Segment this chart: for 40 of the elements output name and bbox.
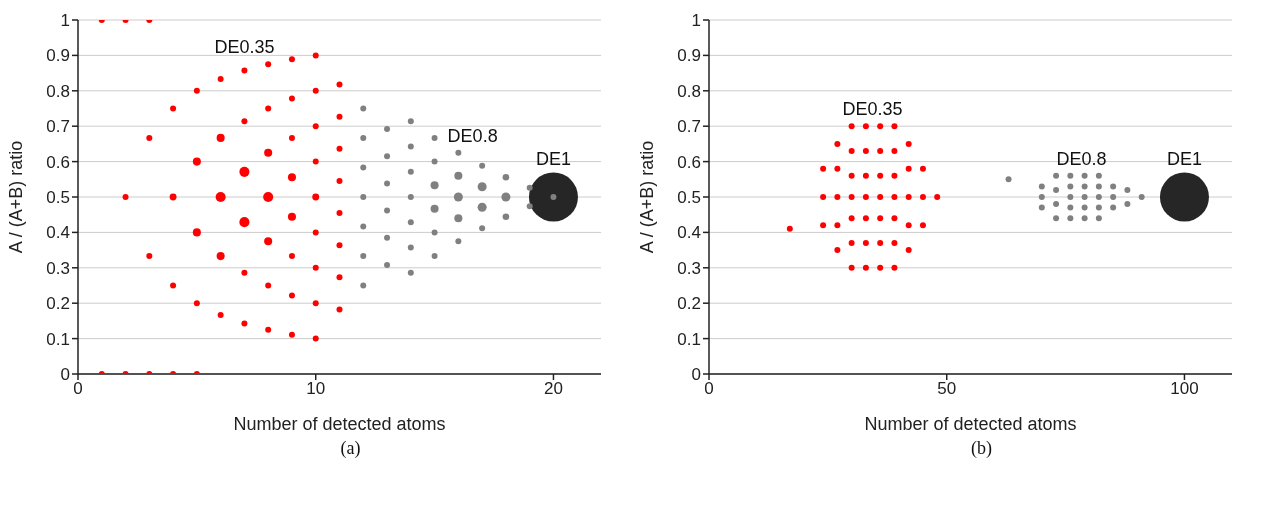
text: (a) [339,438,362,459]
text: (b) [970,438,993,459]
series-label: DE0.8 [1056,148,1107,170]
series-label: DE0.8 [447,125,498,147]
y-tick-label: 0.6 [46,152,70,172]
x-tick-label: 50 [937,379,957,399]
y-tick-label: 0.5 [46,188,70,208]
y-tick-label: 0.3 [677,258,701,278]
y-tick-label: 0 [691,365,701,385]
series-label: DE0.35 [214,37,275,59]
y-tick-label: 0 [60,365,70,385]
x-tick-label: 20 [543,379,563,399]
x-tick-label: 0 [73,379,83,399]
y-tick-label: 0.4 [677,223,701,243]
y-axis-title: A / (A+B) ratio [637,140,658,254]
y-tick-label: 0.9 [46,46,70,66]
y-tick-label: 0.6 [677,152,701,172]
y-tick-label: 0.3 [46,258,70,278]
y-tick-label: 0.7 [677,117,701,137]
y-tick-label: 0.8 [46,81,70,101]
y-tick-label: 1 [691,11,701,31]
series-label: DE0.35 [842,99,903,121]
y-tick-label: 1 [60,11,70,31]
x-axis-title: Number of detected atoms [864,414,1077,434]
y-tick-label: 0.2 [677,294,701,314]
x-tick-label: 0 [704,379,714,399]
x-tick-label: 10 [306,379,326,399]
y-tick-label: 0.9 [677,46,701,66]
y-tick-label: 0.2 [46,294,70,314]
y-axis-title: A / (A+B) ratio [6,140,27,254]
y-tick-label: 0.5 [677,188,701,208]
series-label: DE1 [535,148,571,170]
x-axis-title: Number of detected atoms [233,414,446,434]
y-tick-label: 0.1 [46,329,70,349]
y-tick-label: 0.1 [677,329,701,349]
y-tick-label: 0.8 [677,81,701,101]
series-label: DE1 [1166,148,1202,170]
y-tick-label: 0.4 [46,223,70,243]
x-tick-label: 100 [1170,379,1199,399]
y-tick-label: 0.7 [46,117,70,137]
